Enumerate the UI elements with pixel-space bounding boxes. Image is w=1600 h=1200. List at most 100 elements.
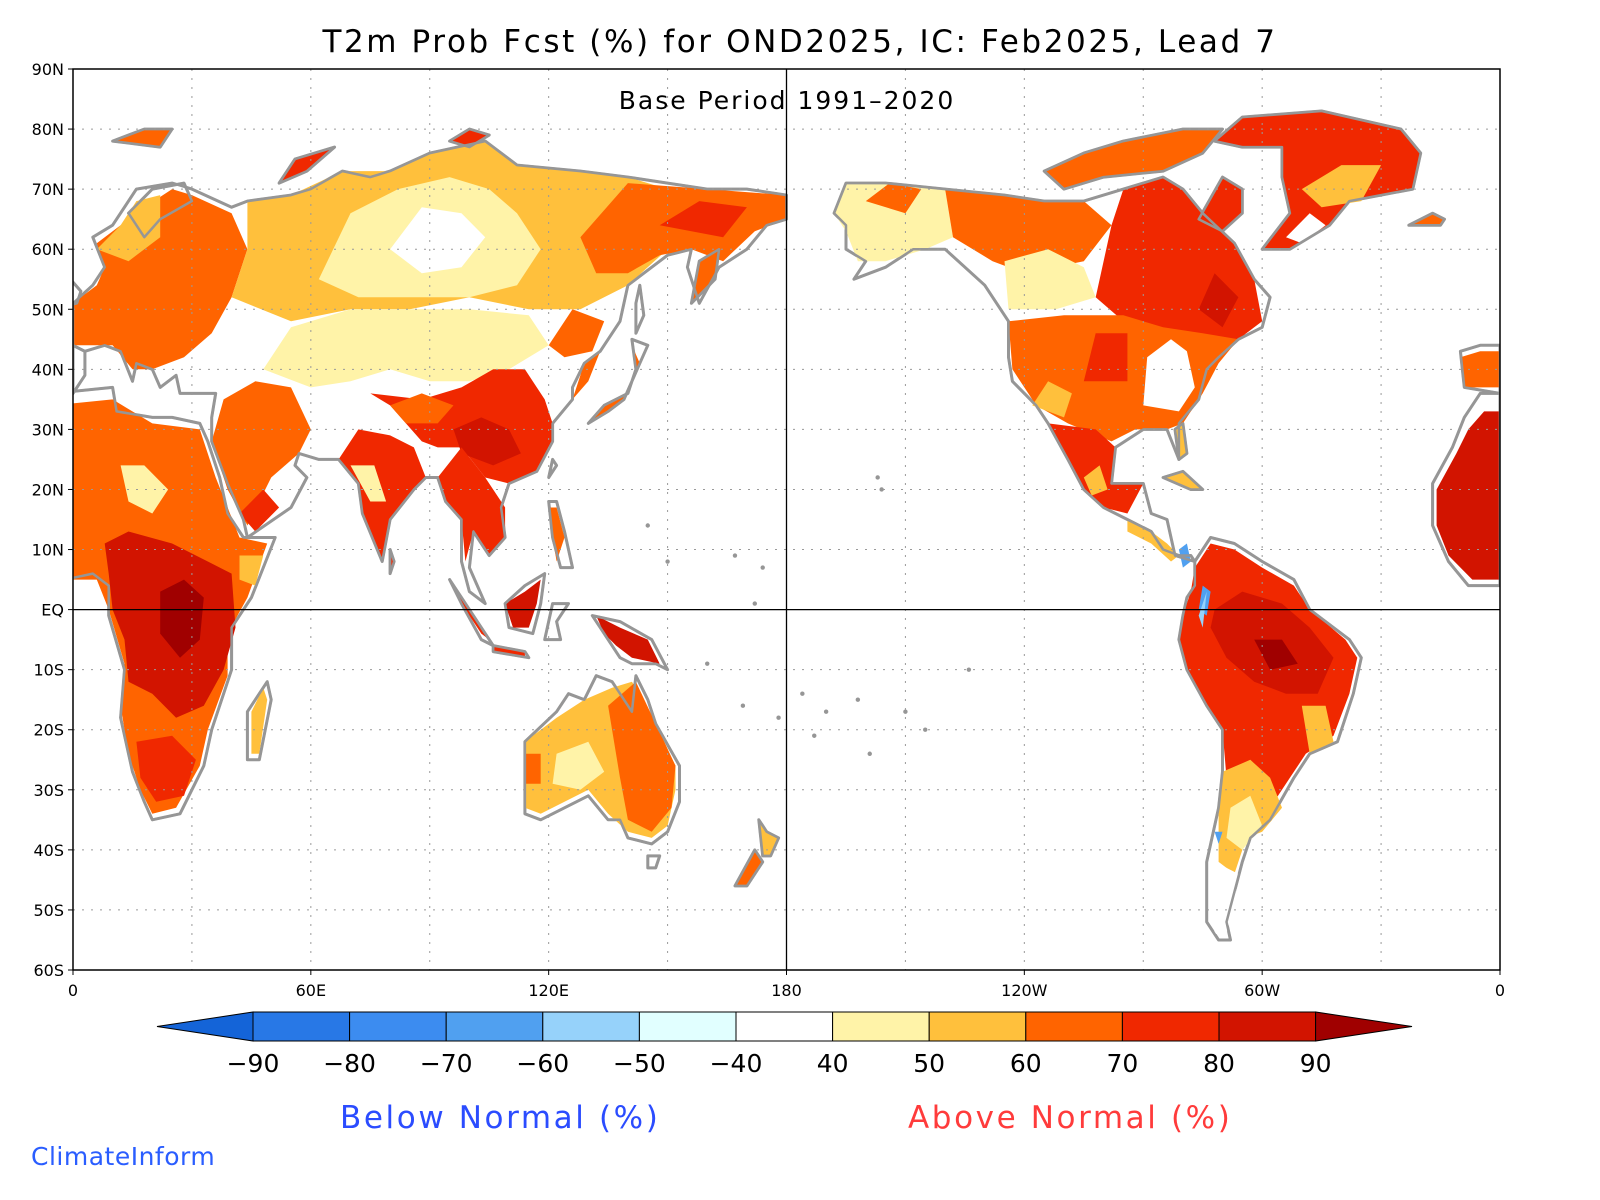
prob-arctic-fill — [1044, 129, 1223, 190]
island-dot — [812, 733, 817, 738]
legend-swatch — [735, 1011, 834, 1042]
coastline-sakhalin — [634, 283, 646, 335]
legend-swatch — [1025, 1011, 1123, 1042]
lon-tick-label: 60E — [296, 981, 326, 1000]
coastline-borneo — [503, 572, 546, 635]
lat-tick-label: EQ — [41, 601, 64, 620]
credit-text: ClimateInform — [31, 1142, 216, 1171]
prob-nz-fill — [735, 849, 763, 886]
legend-swatch — [542, 1011, 640, 1042]
coastline-srilanka — [388, 548, 396, 575]
prob-madag-fill — [251, 687, 268, 754]
legend-tick-label: −60 — [516, 1049, 569, 1078]
coastline-phil — [547, 500, 574, 569]
prob-canada-w-pale — [1004, 249, 1096, 310]
island-dot — [705, 661, 710, 666]
prob-iceland-fill — [1408, 213, 1445, 226]
island-dot — [776, 715, 781, 720]
base-period-label: Base Period 1991–2020 — [619, 86, 955, 115]
prob-andes-blue-s — [1214, 831, 1223, 844]
coastline-japan — [587, 338, 650, 425]
prob-s-africa — [136, 735, 196, 802]
prob-c-asia — [263, 309, 549, 388]
prob-w-africa-fill — [1436, 411, 1500, 580]
prob-arabia-deep — [239, 489, 280, 532]
coastline-arctic_is — [1042, 127, 1224, 191]
island-dot — [966, 667, 972, 672]
coastline-westafrica — [1431, 392, 1500, 587]
island-dot — [740, 703, 746, 708]
legend-swatch — [832, 1011, 930, 1042]
coastline-namerica — [832, 175, 1272, 563]
lat-tick-label: 40S — [33, 841, 64, 860]
prob-horn-pale — [239, 555, 264, 586]
legend-tick-label: 90 — [1300, 1049, 1332, 1078]
coastline-tasmania — [646, 854, 661, 870]
coastline-cuba — [1161, 470, 1204, 491]
island-dot — [800, 691, 805, 696]
prob-aus-east — [608, 681, 676, 832]
legend-tick-label: −70 — [420, 1049, 473, 1078]
island-dot — [903, 709, 908, 714]
lat-tick-label: 20S — [33, 721, 64, 740]
legend-tick-label: 50 — [913, 1049, 945, 1078]
lon-tick-label: 0 — [1495, 981, 1505, 1000]
prob-canada-e-deep — [1198, 273, 1239, 328]
coastline-png — [591, 614, 669, 671]
lat-tick-label: 70N — [32, 180, 64, 199]
lon-tick-label: 120W — [1001, 981, 1048, 1000]
prob-amazon-core — [1254, 639, 1298, 670]
legend-tick-label: 80 — [1203, 1049, 1235, 1078]
legend-arrow-left — [156, 1011, 254, 1042]
island-dot — [923, 727, 928, 732]
legend-tick-label: −80 — [323, 1049, 376, 1078]
prob-patagonia-white — [1210, 861, 1239, 934]
prob-baffin-fill — [1198, 177, 1243, 232]
lat-tick-label: 20N — [32, 480, 64, 499]
prob-usa-plains — [1083, 333, 1128, 382]
prob-kamchatka — [691, 249, 720, 304]
prob-brazil-e-pale — [1301, 705, 1334, 754]
prob-mexico-pale — [1083, 465, 1108, 496]
lon-tick-label: 120E — [528, 981, 569, 1000]
prob-siberia-white — [390, 207, 486, 274]
legend-swatch — [349, 1011, 447, 1042]
coastline-britain — [73, 280, 83, 306]
lat-tick-label: 80N — [32, 120, 64, 139]
island-dot — [875, 475, 880, 480]
prob-scand — [96, 195, 161, 262]
lat-tick-label: 60S — [33, 961, 64, 980]
island-dot — [855, 697, 861, 702]
coastline-samerica — [1177, 536, 1363, 942]
lon-tick-label: 0 — [68, 981, 78, 1000]
legend-tick-label: 60 — [1010, 1049, 1042, 1078]
prob-usa-east-white — [1143, 339, 1195, 412]
legend-swatch — [445, 1011, 544, 1042]
coastline-florida — [1173, 422, 1189, 461]
legend-tick-label: −40 — [710, 1049, 763, 1078]
legend-arrow-right — [1315, 1011, 1413, 1042]
lon-tick-label: 60W — [1244, 981, 1280, 1000]
prob-africa-deep — [160, 579, 204, 658]
lat-tick-label: 90N — [32, 60, 64, 79]
coastline-iceland — [1407, 211, 1446, 227]
island-dot — [823, 709, 829, 714]
coastline-iberia_w — [1459, 344, 1500, 395]
prob-canada-w — [945, 189, 1112, 274]
prob-aus-center — [552, 741, 605, 790]
lat-tick-label: 10S — [33, 661, 64, 680]
prob-cuba-fill — [1163, 471, 1203, 490]
coastline-africa — [73, 386, 277, 822]
legend-swatch — [1218, 1011, 1317, 1042]
lat-tick-label: 30N — [32, 420, 64, 439]
prob-novaya-fill — [279, 147, 335, 184]
coastline-sumatra — [448, 578, 495, 647]
prob-sevzem-fill — [449, 129, 490, 148]
legend-tick-label: 40 — [817, 1049, 849, 1078]
lat-tick-label: 30S — [33, 781, 64, 800]
legend-tick-label: −90 — [227, 1049, 280, 1078]
prob-alaska — [834, 183, 953, 262]
island-dot — [867, 751, 872, 756]
